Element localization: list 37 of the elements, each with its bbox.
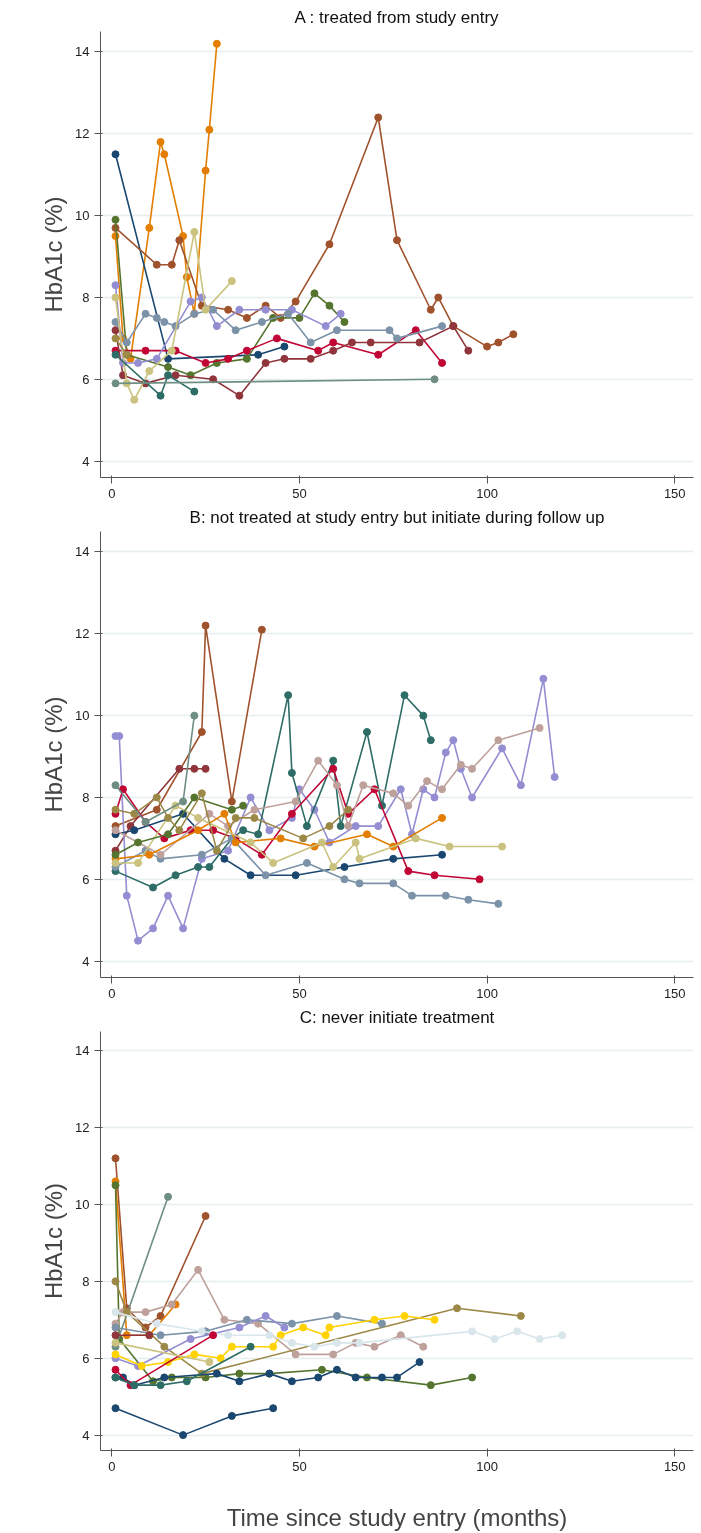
chart-title: C: never initiate treatment [299,1007,495,1027]
y-tick-label: 14 [75,44,90,60]
x-tick-label: 150 [663,1458,686,1474]
y-axis-title: HbA1c (%) [40,696,68,813]
y-tick-label: 8 [82,289,90,305]
y-tick-label: 8 [82,789,90,805]
y-tick-label: 4 [82,453,90,469]
y-tick-label: 6 [82,871,90,887]
y-tick-label: 14 [75,1043,90,1059]
x-axis-title: Time since study entry (months) [226,1503,568,1531]
y-tick-label: 12 [75,126,90,142]
y-tick-label: 14 [75,544,90,560]
y-tick-label: 6 [82,1350,90,1366]
y-tick-label: 6 [82,371,90,387]
y-tick-label: 12 [75,1120,90,1136]
x-tick-label: 100 [476,485,498,501]
x-tick-label: 0 [108,485,116,501]
y-axis-title: HbA1c (%) [40,196,68,313]
x-tick-label: 50 [292,985,307,1001]
y-tick-label: 12 [75,626,90,642]
y-tick-label: 10 [75,1196,90,1212]
x-tick-label: 150 [663,485,686,501]
x-tick-label: 100 [476,1458,498,1474]
y-axis-title: HbA1c (%) [40,1182,68,1300]
y-tick-label: 10 [75,208,90,224]
y-tick-label: 4 [82,953,90,969]
x-tick-label: 0 [108,1458,116,1474]
x-tick-label: 0 [108,985,116,1001]
y-tick-label: 10 [75,708,90,724]
chart-title: B: not treated at study entry but initiate during follow up [189,507,605,527]
chart-title: A : treated from study entry [294,7,500,27]
y-tick-label: 4 [82,1427,90,1443]
x-tick-label: 50 [292,1458,307,1474]
x-tick-label: 50 [292,485,307,501]
x-tick-label: 150 [663,985,686,1001]
y-tick-label: 8 [82,1273,90,1289]
x-tick-label: 100 [476,985,498,1001]
